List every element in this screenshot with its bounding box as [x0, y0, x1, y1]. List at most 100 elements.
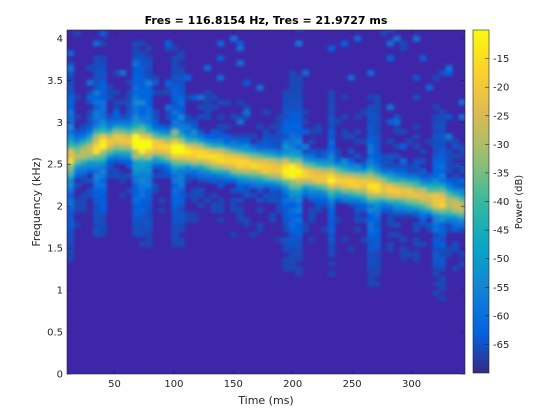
heatmap-cell: [67, 138, 75, 145]
heatmap-cell: [445, 158, 453, 164]
heatmap-cell: [438, 70, 447, 76]
heatmap-cell: [197, 138, 205, 145]
heatmap-cell: [223, 158, 231, 164]
heatmap-cell: [458, 177, 465, 184]
heatmap-cell: [86, 79, 94, 86]
heatmap-cell: [138, 153, 146, 159]
heatmap-cell: [93, 124, 101, 130]
heatmap-cell: [132, 104, 140, 110]
heatmap-cell: [171, 55, 179, 61]
heatmap-cell: [269, 133, 277, 140]
heatmap-cell: [243, 163, 251, 169]
heatmap-cell: [177, 99, 186, 106]
heatmap-cell: [132, 153, 140, 159]
heatmap-cell: [321, 163, 329, 169]
heatmap-cell: [249, 173, 257, 179]
heatmap-cell: [93, 173, 101, 179]
heatmap-cell: [236, 168, 244, 174]
heatmap-cell: [138, 148, 146, 155]
heatmap-cell: [184, 124, 192, 130]
heatmap-cell: [295, 202, 303, 208]
heatmap-cell: [399, 177, 407, 184]
heatmap-cell: [112, 158, 120, 164]
heatmap-cell: [386, 158, 394, 164]
heatmap-cell: [295, 246, 303, 253]
heatmap-cell: [432, 236, 440, 243]
heatmap-cell: [354, 153, 362, 159]
heatmap-cell: [67, 109, 75, 115]
heatmap-cell: [282, 202, 290, 208]
heatmap-cell: [295, 143, 303, 150]
heatmap-cell: [373, 231, 381, 238]
heatmap-cell: [158, 124, 166, 130]
heatmap-cell: [106, 158, 114, 164]
heatmap-cell: [288, 251, 297, 257]
colorbar-tick-label: -50: [493, 254, 509, 265]
heatmap-cell: [93, 226, 101, 233]
heatmap-cell: [145, 79, 153, 86]
heatmap-cell: [393, 173, 401, 179]
heatmap-cell: [367, 271, 375, 277]
heatmap-cell: [86, 187, 94, 194]
heatmap-cell: [99, 119, 107, 125]
heatmap-cell: [393, 114, 401, 120]
heatmap-cell: [438, 251, 447, 257]
heatmap-cell: [373, 128, 381, 135]
heatmap-cell: [132, 163, 140, 169]
heatmap-cell: [125, 133, 133, 140]
heatmap-cell: [321, 158, 329, 164]
heatmap-cell: [67, 241, 75, 248]
heatmap-cell: [67, 182, 75, 189]
heatmap-cell: [93, 153, 101, 159]
heatmap-cell: [341, 173, 349, 179]
heatmap-cell: [184, 212, 192, 218]
heatmap-cell: [419, 207, 427, 213]
heatmap-cell: [177, 168, 186, 174]
heatmap-cell: [249, 168, 257, 174]
heatmap-cell: [262, 148, 270, 155]
heatmap-cell: [132, 65, 140, 71]
heatmap-cell: [328, 133, 336, 140]
heatmap-cell: [99, 70, 107, 76]
heatmap-cell: [282, 173, 290, 179]
heatmap-cell: [99, 182, 107, 189]
heatmap-cell: [217, 158, 225, 164]
heatmap-cell: [99, 187, 107, 194]
heatmap-cell: [230, 231, 238, 238]
heatmap-cell: [295, 236, 303, 243]
heatmap-cell: [73, 202, 81, 208]
heatmap-cell: [151, 182, 159, 189]
heatmap-cell: [432, 266, 440, 272]
heatmap-cell: [373, 280, 381, 287]
heatmap-cell: [191, 153, 199, 159]
heatmap-cell: [432, 168, 440, 174]
heatmap-cell: [328, 246, 336, 253]
heatmap-cell: [197, 163, 205, 169]
heatmap-cell: [210, 207, 218, 213]
heatmap-cell: [360, 187, 368, 194]
heatmap-cell: [393, 207, 401, 213]
heatmap-cell: [406, 168, 414, 174]
heatmap-cell: [367, 231, 375, 238]
heatmap-cell: [432, 202, 440, 208]
heatmap-cell: [256, 222, 264, 228]
heatmap-cell: [184, 217, 192, 223]
heatmap-cell: [288, 207, 297, 213]
heatmap-cell: [380, 163, 388, 169]
heatmap-cell: [119, 133, 127, 140]
heatmap-cell: [132, 197, 140, 204]
heatmap-cell: [419, 212, 427, 218]
heatmap-cell: [230, 173, 238, 179]
heatmap-cell: [438, 202, 447, 208]
heatmap-cell: [367, 261, 375, 267]
heatmap-cell: [125, 79, 133, 86]
heatmap-cell: [171, 99, 179, 106]
heatmap-cell: [321, 168, 329, 174]
heatmap-cell: [295, 148, 303, 155]
heatmap-cell: [269, 138, 277, 145]
heatmap-cell: [438, 241, 447, 248]
heatmap-cell: [80, 207, 88, 213]
heatmap-cell: [458, 187, 465, 194]
heatmap-cell: [151, 89, 159, 96]
heatmap-cell: [412, 163, 421, 169]
